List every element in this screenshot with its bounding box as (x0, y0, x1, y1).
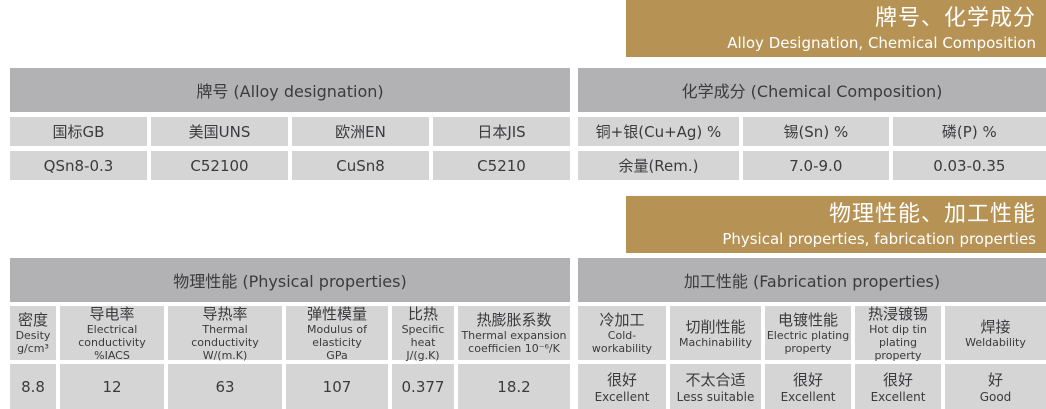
column-label-en: Modulus of elasticity (306, 322, 368, 349)
column-unit: J/(g.K) (406, 348, 440, 362)
column-label-en: Cold-workability (591, 329, 653, 355)
section-banner-alloy-designation: 牌号、化学成分 Alloy Designation, Chemical Comp… (626, 0, 1046, 57)
column-label-zh: 焊接 (980, 317, 1011, 336)
alloy-designation-section: 牌号 (Alloy designation) 国标GB 美国UNS 欧洲EN 日… (10, 68, 570, 180)
column-label-zh: 比热 (407, 304, 438, 323)
column-label-en: Weldability (965, 335, 1026, 349)
column-header: 冷加工 Cold-workability (578, 306, 666, 360)
rating-en: Excellent (870, 389, 926, 404)
rating-zh: 很好 (792, 370, 823, 389)
rating-en: Excellent (594, 389, 650, 404)
column-unit: coefficien 10⁻⁶/K (468, 342, 560, 355)
column-label-zh: 导热率 (202, 304, 248, 323)
column-header: 焊接 Weldability (945, 306, 1046, 360)
column-header: 日本JIS (433, 117, 570, 146)
table-cell: QSn8-0.3 (10, 151, 147, 180)
table-cell: C5210 (433, 151, 570, 180)
table-cell: 0.03-0.35 (892, 151, 1046, 180)
column-header: 导电率 Electrical conductivity %IACS (60, 304, 164, 362)
rating-zh: 很好 (606, 370, 637, 389)
column-header: 铜+银(Cu+Ag) % (578, 117, 739, 146)
physical-properties-section: 物理性能 (Physical properties) 密度 Desity g/c… (10, 258, 570, 409)
table-cell: 18.2 (458, 364, 570, 409)
banner-title-en: Physical properties, fabrication propert… (722, 230, 1036, 248)
column-header: 磷(P) % (892, 117, 1046, 146)
column-label-en: Specific heat (401, 322, 445, 349)
table-cell: 0.377 (392, 364, 454, 409)
banner-title-zh: 物理性能、加工性能 (828, 202, 1036, 227)
column-header: 热浸镀锡 Hot dip tin plating property (855, 304, 941, 362)
section-header: 化学成分 (Chemical Composition) (578, 68, 1046, 112)
table-cell: 7.0-9.0 (742, 151, 889, 180)
table-cell: 很好 Excellent (765, 364, 851, 409)
column-label-en: Machinability (679, 335, 752, 349)
section-header: 加工性能 (Fabrication properties) (578, 258, 1046, 302)
table-cell: 好 Good (945, 364, 1046, 409)
column-label-zh: 电镀性能 (777, 311, 838, 329)
rating-zh: 不太合适 (685, 370, 746, 389)
rating-en: Less suitable (676, 389, 755, 404)
column-header: 热膨胀系数 Thermal expansion coefficien 10⁻⁶/… (458, 306, 570, 360)
table-cell: 不太合适 Less suitable (670, 364, 761, 409)
column-label-zh: 热浸镀锡 (867, 304, 928, 323)
banner-title-zh: 牌号、化学成分 (874, 6, 1036, 31)
rating-en: Excellent (780, 389, 836, 404)
table-cell: 63 (168, 364, 282, 409)
column-header: 美国UNS (151, 117, 288, 146)
column-unit: GPa (326, 348, 348, 362)
column-header: 国标GB (10, 117, 147, 146)
table-cell: 余量(Rem.) (578, 151, 739, 180)
table-cell: 8.8 (10, 364, 56, 409)
fabrication-properties-section: 加工性能 (Fabrication properties) 冷加工 Cold-w… (578, 258, 1046, 409)
column-label-en: Thermal expansion (461, 329, 567, 342)
column-header: 密度 Desity g/cm³ (10, 306, 56, 360)
column-header: 欧洲EN (292, 117, 429, 146)
rating-zh: 好 (987, 370, 1003, 389)
column-header: 弹性模量 Modulus of elasticity GPa (286, 304, 388, 362)
physical-fabrication-properties-table: 物理性能 (Physical properties) 密度 Desity g/c… (10, 258, 1046, 409)
column-label-zh: 冷加工 (599, 311, 645, 329)
column-label-en: Electric plating property (766, 329, 850, 355)
alloy-designation-chemical-composition-table: 牌号 (Alloy designation) 国标GB 美国UNS 欧洲EN 日… (10, 68, 1046, 180)
column-header: 锡(Sn) % (742, 117, 889, 146)
column-unit: g/cm³ (17, 342, 49, 355)
column-label-zh: 密度 (17, 311, 48, 329)
column-label-en: Thermal conductivity (191, 322, 259, 349)
rating-zh: 很好 (882, 370, 913, 389)
column-header: 比热 Specific heat J/(g.K) (392, 304, 454, 362)
column-unit: %IACS (94, 348, 130, 362)
column-header: 电镀性能 Electric plating property (765, 306, 851, 360)
column-unit: W/(m.K) (202, 348, 248, 362)
column-label-en: Desity (15, 329, 51, 342)
column-header: 切削性能 Machinability (670, 306, 761, 360)
column-header: 导热率 Thermal conductivity W/(m.K) (168, 304, 282, 362)
column-label-en: Hot dip tin plating property (869, 322, 927, 362)
section-header: 牌号 (Alloy designation) (10, 68, 570, 112)
column-label-zh: 切削性能 (685, 317, 746, 336)
table-cell: 很好 Excellent (855, 364, 941, 409)
section-header: 物理性能 (Physical properties) (10, 258, 570, 302)
rating-en: Good (979, 389, 1012, 404)
column-label-en: Electrical conductivity (78, 322, 146, 349)
table-cell: C52100 (151, 151, 288, 180)
chemical-composition-section: 化学成分 (Chemical Composition) 铜+银(Cu+Ag) %… (578, 68, 1046, 180)
column-label-zh: 导电率 (89, 304, 135, 323)
table-cell: 很好 Excellent (578, 364, 666, 409)
banner-title-en: Alloy Designation, Chemical Composition (727, 34, 1036, 52)
column-label-zh: 弹性模量 (306, 304, 367, 323)
table-cell: 107 (286, 364, 388, 409)
section-banner-physical-fabrication: 物理性能、加工性能 Physical properties, fabricati… (626, 196, 1046, 253)
table-cell: 12 (60, 364, 164, 409)
table-cell: CuSn8 (292, 151, 429, 180)
column-label-zh: 热膨胀系数 (476, 311, 552, 329)
